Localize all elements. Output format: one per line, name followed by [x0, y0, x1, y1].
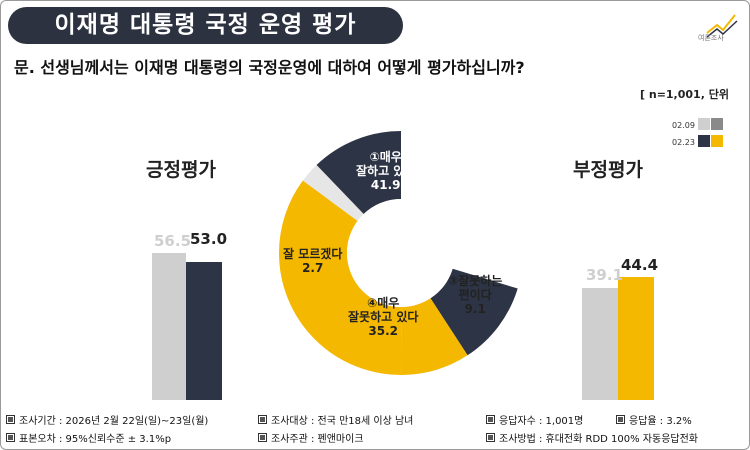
page-title: 이재명 대통령 국정 운영 평가 — [8, 7, 403, 44]
footer-organizer: 조사주관 : 펜앤마이크 — [258, 430, 364, 445]
segment-very-good — [279, 131, 523, 375]
legend-label: 02.09 — [672, 121, 695, 130]
footer-target: 조사대상 : 전국 만18세 이상 남녀 — [258, 412, 413, 427]
bar-negative-curr — [618, 277, 654, 400]
label-very-good: ①매우 잘하고 있다 41.9 — [356, 150, 416, 192]
logo-text: 여론조사 — [698, 34, 724, 42]
value-negative-prev: 39.1 — [586, 266, 624, 284]
negative-bars: 39.1 44.4 — [580, 200, 660, 400]
footer-method: 조사방법 : 휴대전화 RDD 100% 자동응답전화 — [486, 430, 698, 445]
legend-swatch — [698, 135, 710, 147]
label-very-bad: ④매우 잘못하고 있다 35.2 — [348, 296, 419, 338]
label-somewhat-bad: ③잘못하는 편이다 9.1 — [448, 274, 503, 316]
legend-label: 02.23 — [672, 138, 695, 147]
bar-positive-curr — [186, 262, 222, 400]
value-negative-curr: 44.4 — [621, 256, 659, 274]
survey-question: 문. 선생님께서는 이재명 대통령의 국정운영에 대하여 어떻게 평가하십니까? — [14, 58, 525, 77]
donut-chart — [279, 131, 523, 375]
legend-swatch — [711, 135, 723, 147]
legend-swatch — [698, 118, 710, 130]
positive-bars: 56.5 53.0 — [150, 200, 230, 400]
label-dont-know: 잘 모르겠다 2.7 — [283, 247, 343, 275]
value-positive-prev: 56.5 — [154, 232, 192, 250]
label-somewhat-good: ②잘하는 편이다 11.1 — [468, 207, 512, 249]
logo-icon — [706, 14, 738, 38]
legend-swatch — [711, 118, 723, 130]
bar-negative-prev — [582, 288, 618, 400]
footer-response-rate: 응답율 : 3.2% — [616, 412, 692, 427]
sample-note: [ n=1,001, 단위 — [640, 88, 729, 101]
positive-title: 긍정평가 — [146, 159, 216, 181]
footer-period: 조사기간 : 2026년 2월 22일(일)~23일(월) — [6, 412, 208, 427]
negative-title: 부정평가 — [573, 159, 643, 181]
segment-very-bad — [279, 131, 523, 375]
footer-respondents: 응답자수 : 1,001명 — [486, 412, 583, 427]
bar-positive-prev — [152, 253, 186, 400]
value-positive-curr: 53.0 — [190, 230, 228, 248]
footer-error: 표본오차 : 95%신뢰수준 ± 3.1%p — [6, 430, 171, 445]
